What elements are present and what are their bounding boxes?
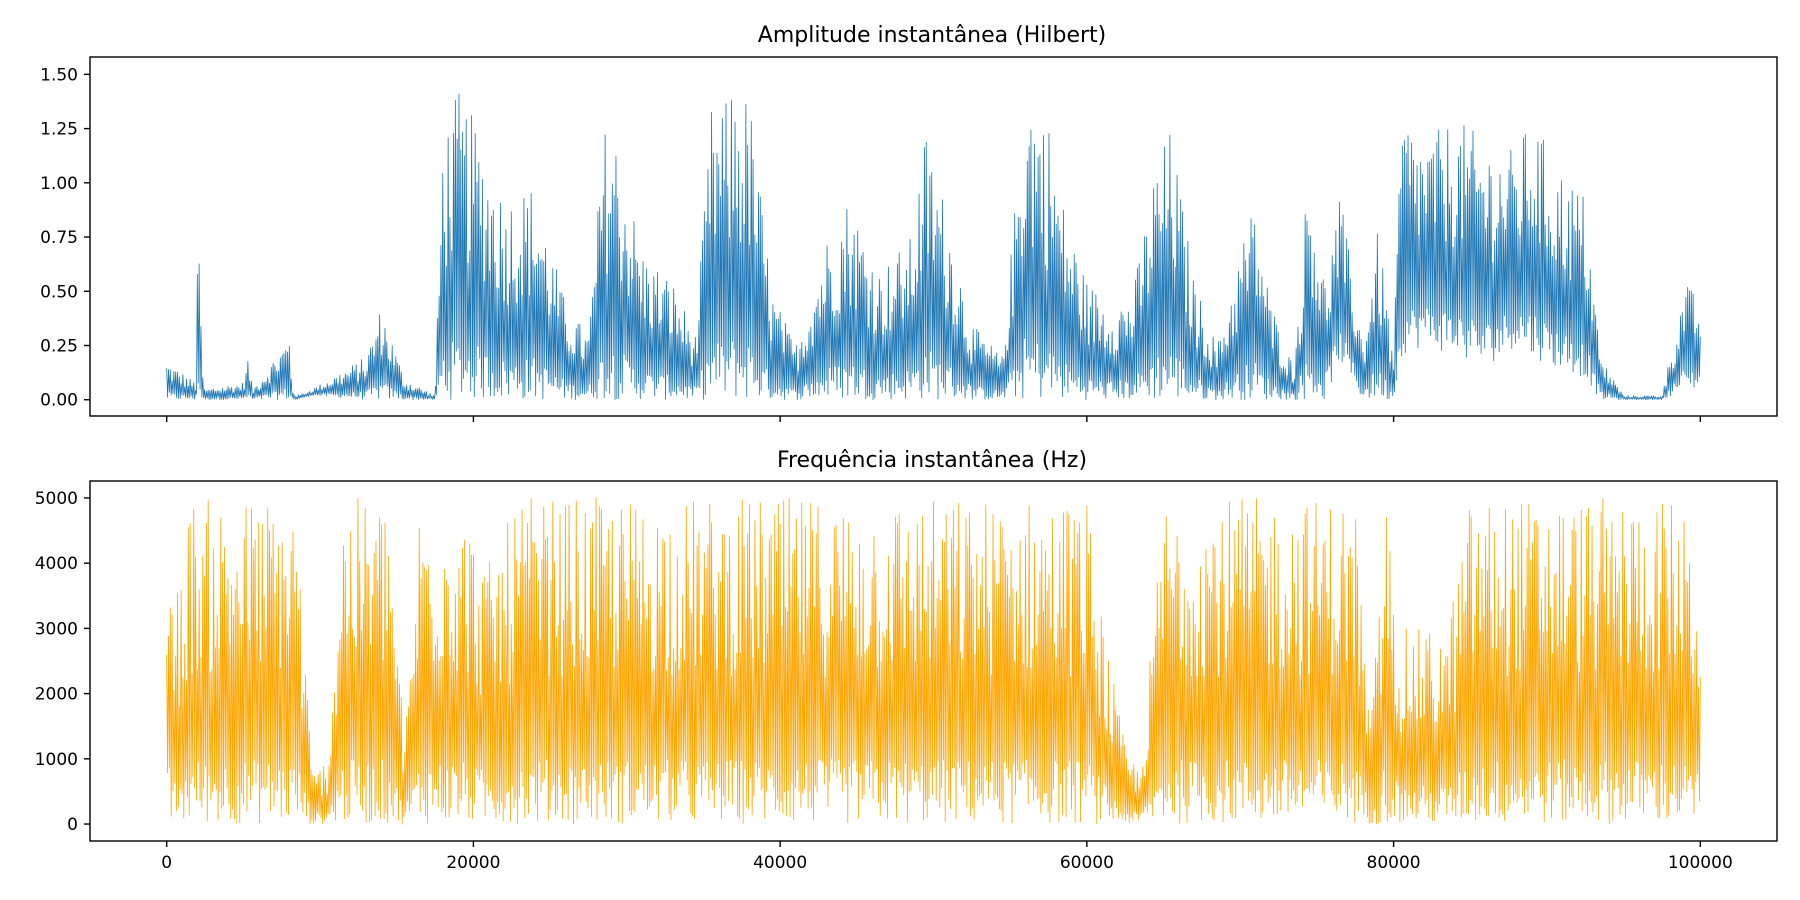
amplitude-title: Amplitude instantânea (Hilbert) <box>758 23 1106 48</box>
frequency-series-line <box>166 497 1701 825</box>
frequency-x-tick-label: 80000 <box>1367 853 1421 873</box>
frequency-x-tick-label: 40000 <box>753 853 807 873</box>
amplitude-series <box>166 93 1701 401</box>
frequency-panel: Frequência instantânea (Hz) 0 1000 2000 300… <box>35 448 1778 873</box>
frequency-y-axis: 0 1000 2000 3000 4000 5000 <box>35 489 90 835</box>
frequency-x-tick-label: 0 <box>161 853 172 873</box>
amplitude-y-tick-label: 1.25 <box>40 120 78 140</box>
amplitude-y-tick-label: 0.50 <box>40 282 78 302</box>
amplitude-y-tick-label: 0.00 <box>40 391 78 411</box>
amplitude-y-tick-label: 1.00 <box>40 174 78 194</box>
amplitude-plot-frame <box>89 56 1778 417</box>
amplitude-panel: Amplitude instantânea (Hilbert) 0.00 0.25… <box>40 23 1778 422</box>
frequency-y-tick-label: 3000 <box>35 619 78 639</box>
frequency-x-axis: 0 20000 40000 60000 80000 100000 <box>161 841 1733 873</box>
amplitude-y-tick-label: 0.25 <box>40 337 78 357</box>
amplitude-y-tick-label: 1.50 <box>40 65 78 85</box>
amplitude-series-line <box>166 93 1701 401</box>
amplitude-x-axis <box>165 416 1702 422</box>
frequency-y-tick-label: 4000 <box>35 554 78 574</box>
frequency-x-tick-label: 100000 <box>1668 853 1733 873</box>
frequency-x-tick-label: 20000 <box>446 853 500 873</box>
frequency-series <box>166 497 1701 825</box>
amplitude-y-tick-label: 0.75 <box>40 228 78 248</box>
frequency-plot-frame <box>89 480 1778 842</box>
frequency-y-tick-label: 5000 <box>35 489 78 509</box>
frequency-y-tick-label: 2000 <box>35 685 78 705</box>
frequency-y-tick-label: 1000 <box>35 750 78 770</box>
frequency-title: Frequência instantânea (Hz) <box>777 448 1087 473</box>
frequency-x-tick-label: 60000 <box>1060 853 1114 873</box>
frequency-y-tick-label: 0 <box>67 815 78 835</box>
amplitude-y-axis: 0.00 0.25 0.50 0.75 1.00 1.25 1.50 <box>40 65 90 411</box>
